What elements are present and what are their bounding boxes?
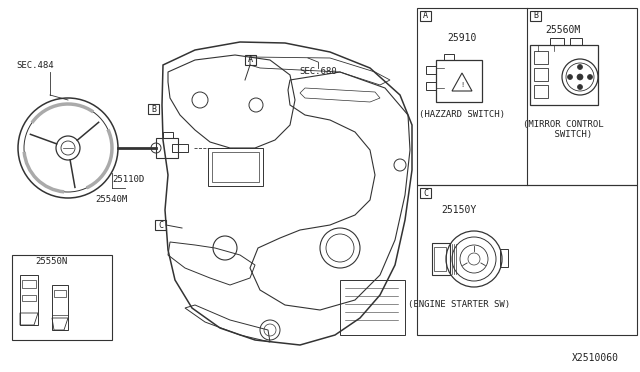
Text: A: A — [248, 55, 253, 64]
Bar — [172, 144, 188, 152]
Bar — [570, 38, 582, 45]
Bar — [12, 255, 112, 340]
Text: C: C — [423, 189, 428, 198]
Bar — [148, 104, 159, 114]
Text: (ENGINE STARTER SW): (ENGINE STARTER SW) — [408, 301, 510, 310]
Bar — [156, 138, 178, 158]
Bar — [420, 11, 431, 21]
Bar — [20, 275, 38, 325]
Bar — [340, 280, 405, 335]
Text: 25560M: 25560M — [545, 25, 580, 35]
Bar — [208, 148, 263, 186]
Bar — [436, 60, 482, 102]
Bar — [530, 45, 598, 105]
Bar — [534, 51, 548, 64]
Text: SEC.680: SEC.680 — [299, 67, 337, 77]
Bar — [417, 185, 637, 335]
Text: 25910: 25910 — [447, 33, 477, 43]
Bar — [434, 247, 446, 271]
Bar — [22, 280, 36, 288]
Bar — [22, 295, 36, 301]
Text: (HAZZARD SWITCH): (HAZZARD SWITCH) — [419, 110, 505, 119]
Text: (MIRROR CONTROL
    SWITCH): (MIRROR CONTROL SWITCH) — [523, 120, 604, 140]
Text: B: B — [533, 12, 538, 20]
Circle shape — [577, 64, 582, 70]
Text: 25540M: 25540M — [95, 196, 127, 205]
Circle shape — [588, 74, 593, 80]
Text: 25550N: 25550N — [35, 257, 67, 266]
Text: 25110D: 25110D — [112, 176, 144, 185]
Circle shape — [568, 74, 573, 80]
Bar — [54, 290, 66, 297]
Bar — [500, 249, 508, 267]
Bar — [155, 220, 166, 230]
Text: 25150Y: 25150Y — [442, 205, 477, 215]
Bar — [432, 243, 450, 275]
Bar — [444, 54, 454, 60]
Bar — [163, 132, 173, 138]
Text: A: A — [423, 12, 428, 20]
Text: SEC.484: SEC.484 — [16, 61, 54, 70]
Text: C: C — [158, 221, 163, 230]
Bar — [212, 152, 259, 182]
Bar — [534, 68, 548, 81]
Bar — [245, 55, 256, 65]
Bar — [530, 11, 541, 21]
Bar — [52, 285, 68, 330]
Bar — [420, 188, 431, 198]
Circle shape — [577, 84, 582, 90]
Bar — [426, 66, 436, 74]
Circle shape — [577, 74, 583, 80]
Bar — [417, 8, 637, 185]
Bar — [550, 38, 564, 45]
Text: B: B — [151, 105, 156, 113]
Bar — [534, 85, 548, 98]
Text: X2510060: X2510060 — [572, 353, 618, 363]
Text: !: ! — [460, 82, 464, 88]
Bar — [426, 82, 436, 90]
